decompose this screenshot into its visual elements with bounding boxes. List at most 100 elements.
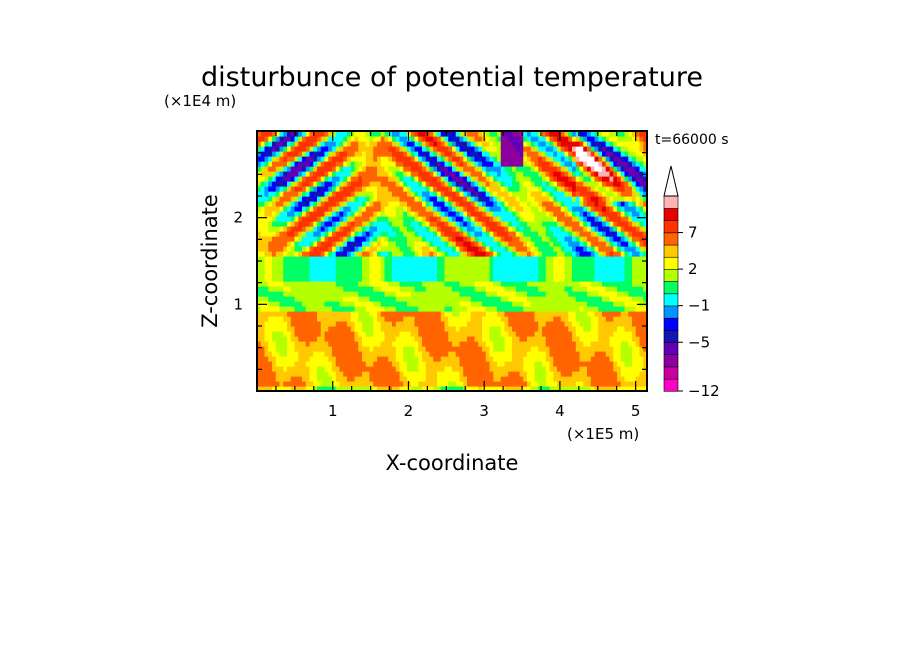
heat-cell [350, 171, 356, 177]
heat-cell [444, 361, 449, 367]
heat-cell [519, 321, 524, 327]
heat-cell [395, 226, 401, 232]
heat-cell [489, 241, 494, 247]
heat-cell [605, 321, 611, 327]
heat-cell [572, 326, 577, 332]
heat-cell [324, 386, 329, 392]
heat-cell [512, 246, 517, 252]
heat-cell [635, 356, 641, 362]
heat-cell [339, 261, 344, 267]
heat-cell [590, 376, 596, 382]
heat-cell [437, 381, 442, 387]
heat-cell [395, 276, 401, 282]
heat-cell [474, 161, 479, 167]
heat-cell [268, 266, 273, 272]
heat-cell [358, 306, 363, 312]
heat-cell [298, 176, 303, 182]
heat-cell [414, 251, 419, 257]
heat-cell [609, 186, 614, 192]
heat-cell [500, 156, 506, 162]
heat-cell [590, 151, 596, 157]
heat-cell [302, 261, 307, 267]
heat-cell [557, 361, 562, 367]
heat-cell [362, 161, 367, 167]
heat-cell [410, 326, 416, 332]
heat-cell [388, 266, 393, 272]
heat-cell [294, 336, 299, 342]
heat-cell [617, 236, 622, 242]
heat-cell [418, 166, 423, 172]
heat-cell [478, 281, 483, 287]
heat-cell [575, 321, 581, 327]
heat-cell [617, 191, 622, 197]
heat-cell [564, 366, 569, 372]
heat-cell [257, 221, 262, 227]
heat-cell [594, 326, 599, 332]
heat-cell [485, 241, 491, 247]
heat-cell [545, 291, 551, 297]
heat-cell [519, 226, 524, 232]
heat-cell [534, 251, 539, 257]
heat-cell [260, 266, 266, 272]
heat-cell [583, 311, 588, 317]
heat-cell [422, 191, 427, 197]
heat-cell [500, 181, 506, 187]
heat-cell [519, 351, 524, 357]
heat-cell [474, 231, 479, 237]
heat-cell [395, 171, 401, 177]
heat-cell [515, 236, 521, 242]
heat-cell [527, 166, 532, 172]
heat-cell [272, 186, 277, 192]
heat-cell [553, 251, 558, 257]
heat-cell [279, 341, 284, 347]
heat-cell [572, 246, 577, 252]
heat-cell [560, 156, 566, 162]
heat-cell [313, 176, 318, 182]
heat-cell [530, 361, 536, 367]
heat-cell [527, 151, 532, 157]
heat-cell [470, 216, 476, 222]
heat-cell [384, 386, 389, 392]
heat-cell [504, 211, 509, 217]
heat-cell [602, 361, 607, 367]
heat-cell [290, 336, 296, 342]
heat-cell [485, 281, 491, 287]
heat-cell [639, 261, 644, 267]
heat-cell [549, 216, 554, 222]
heat-cell [504, 351, 509, 357]
heat-cell [275, 226, 281, 232]
heat-cell [350, 231, 356, 237]
heat-cell [362, 281, 367, 287]
heat-cell [283, 331, 288, 337]
heat-cell [448, 306, 453, 312]
heat-cell [272, 171, 277, 177]
heat-cell [549, 211, 554, 217]
heat-cell [538, 171, 543, 177]
heat-cell [257, 216, 262, 222]
heat-cell [617, 306, 622, 312]
heat-cell [377, 301, 382, 307]
heat-cell [512, 191, 517, 197]
heat-cell [455, 316, 461, 322]
heat-cell [545, 191, 551, 197]
heat-cell [380, 381, 386, 387]
heat-cell [317, 271, 322, 277]
heat-cell [467, 306, 472, 312]
heat-cell [564, 156, 569, 162]
heat-cell [542, 366, 547, 372]
heat-cell [602, 256, 607, 262]
heat-cell [624, 296, 629, 302]
heat-cell [549, 331, 554, 337]
heat-cell [575, 326, 581, 332]
heat-cell [568, 341, 573, 347]
heat-cell [407, 291, 412, 297]
heat-cell [575, 311, 581, 317]
heat-cell [373, 281, 378, 287]
heat-cell [512, 176, 517, 182]
heat-cell [493, 356, 498, 362]
heat-cell [358, 371, 363, 377]
heat-cell [542, 246, 547, 252]
heat-cell [497, 156, 502, 162]
heat-cell [635, 276, 641, 282]
heat-cell [478, 161, 483, 167]
